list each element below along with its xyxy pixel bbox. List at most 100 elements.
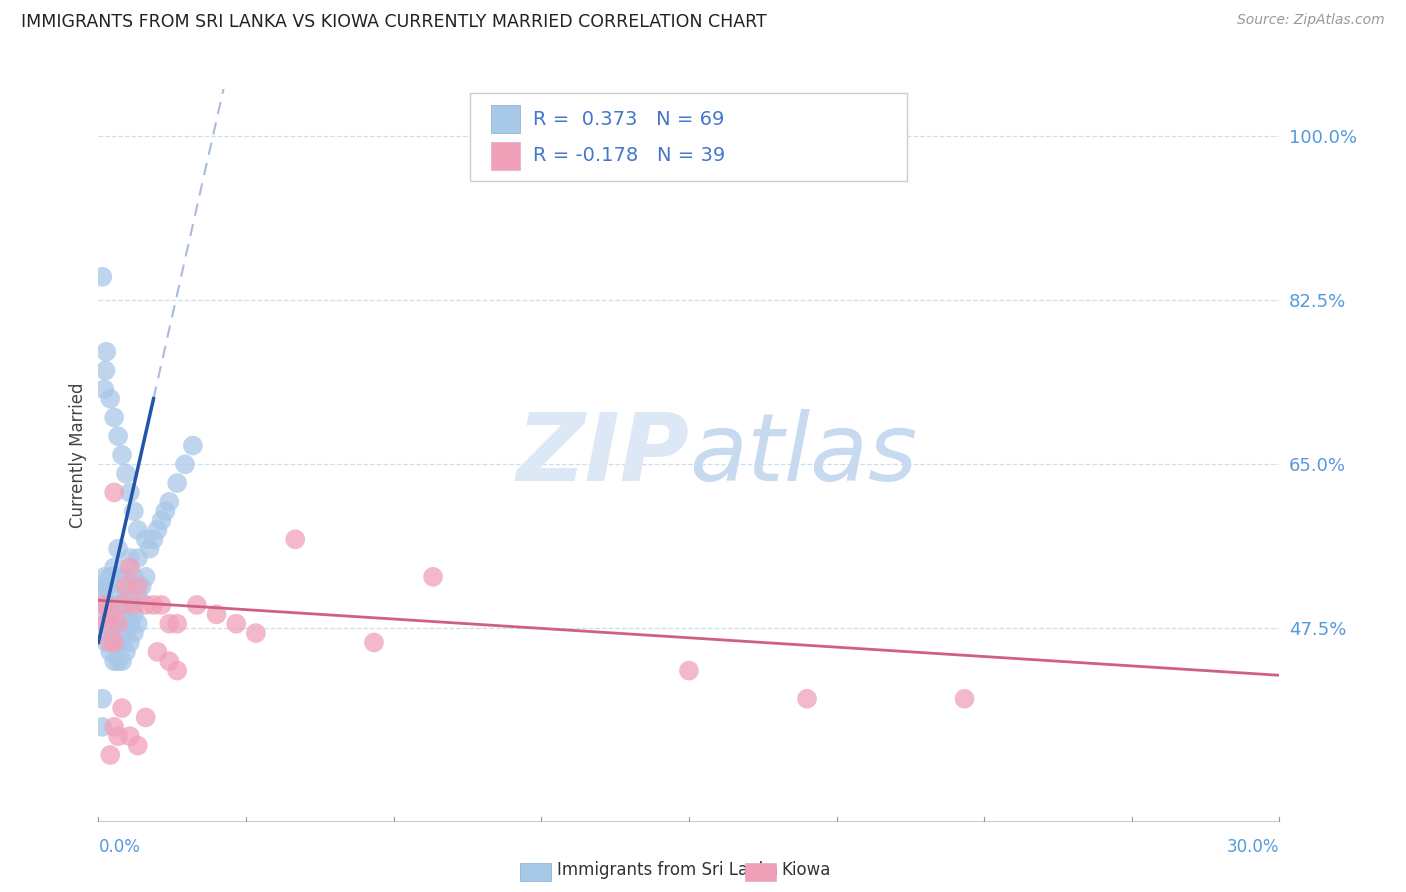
- Point: [678, 664, 700, 678]
- Point: [96, 598, 118, 612]
- Point: [103, 560, 125, 574]
- Point: [122, 607, 145, 622]
- Point: [118, 589, 141, 603]
- Point: [103, 589, 125, 603]
- Point: [115, 579, 138, 593]
- Point: [135, 533, 157, 547]
- Point: [122, 504, 145, 518]
- Point: [122, 598, 145, 612]
- Point: [91, 720, 114, 734]
- Point: [107, 616, 129, 631]
- Point: [111, 579, 134, 593]
- Point: [127, 616, 149, 631]
- Point: [363, 635, 385, 649]
- Point: [142, 598, 165, 612]
- Point: [107, 541, 129, 556]
- Text: atlas: atlas: [689, 409, 917, 500]
- Point: [422, 570, 444, 584]
- Point: [103, 635, 125, 649]
- Text: Kiowa: Kiowa: [782, 861, 831, 879]
- Point: [118, 616, 141, 631]
- Point: [93, 570, 115, 584]
- Point: [103, 616, 125, 631]
- Text: 0.0%: 0.0%: [98, 838, 141, 855]
- Point: [96, 579, 118, 593]
- Bar: [491, 142, 520, 169]
- Point: [96, 635, 118, 649]
- Point: [107, 616, 129, 631]
- Point: [97, 626, 120, 640]
- Point: [166, 616, 188, 631]
- Point: [155, 504, 177, 518]
- Point: [90, 579, 112, 593]
- Text: ZIP: ZIP: [516, 409, 689, 501]
- Point: [115, 598, 138, 612]
- Point: [107, 729, 129, 743]
- Point: [94, 363, 117, 377]
- Text: Source: ZipAtlas.com: Source: ZipAtlas.com: [1237, 13, 1385, 28]
- Point: [111, 448, 134, 462]
- Point: [245, 626, 267, 640]
- Point: [135, 710, 157, 724]
- Point: [150, 598, 173, 612]
- Point: [118, 551, 141, 566]
- Point: [107, 635, 129, 649]
- Text: Immigrants from Sri Lanka: Immigrants from Sri Lanka: [557, 861, 778, 879]
- Point: [111, 598, 134, 612]
- Point: [122, 570, 145, 584]
- Point: [127, 523, 149, 537]
- Point: [146, 645, 169, 659]
- Point: [166, 476, 188, 491]
- Point: [115, 467, 138, 481]
- Point: [205, 607, 228, 622]
- Point: [122, 626, 145, 640]
- Point: [111, 701, 134, 715]
- Point: [142, 533, 165, 547]
- Point: [115, 645, 138, 659]
- Point: [135, 570, 157, 584]
- Point: [157, 616, 180, 631]
- FancyBboxPatch shape: [471, 93, 907, 180]
- Y-axis label: Currently Married: Currently Married: [69, 382, 87, 528]
- Point: [118, 635, 141, 649]
- Point: [127, 579, 149, 593]
- Bar: [491, 105, 520, 133]
- Point: [284, 533, 307, 547]
- Point: [98, 570, 121, 584]
- Point: [135, 598, 157, 612]
- Point: [166, 664, 188, 678]
- Point: [127, 739, 149, 753]
- Point: [107, 598, 129, 612]
- Point: [111, 654, 134, 668]
- Point: [111, 607, 134, 622]
- Point: [118, 729, 141, 743]
- Point: [186, 598, 208, 612]
- Point: [138, 541, 160, 556]
- Point: [98, 392, 121, 406]
- Point: [115, 626, 138, 640]
- Point: [796, 691, 818, 706]
- Point: [96, 598, 118, 612]
- Point: [98, 635, 121, 649]
- Point: [103, 485, 125, 500]
- Point: [98, 747, 121, 762]
- Point: [150, 514, 173, 528]
- Point: [107, 429, 129, 443]
- Point: [103, 410, 125, 425]
- Point: [98, 607, 121, 622]
- Text: IMMIGRANTS FROM SRI LANKA VS KIOWA CURRENTLY MARRIED CORRELATION CHART: IMMIGRANTS FROM SRI LANKA VS KIOWA CURRE…: [21, 13, 766, 31]
- Point: [97, 598, 120, 612]
- Point: [91, 598, 114, 612]
- Point: [146, 523, 169, 537]
- Point: [103, 720, 125, 734]
- Point: [111, 635, 134, 649]
- Point: [98, 645, 121, 659]
- Point: [107, 570, 129, 584]
- Point: [157, 654, 180, 668]
- Point: [181, 438, 204, 452]
- Point: [98, 626, 121, 640]
- Text: 30.0%: 30.0%: [1227, 838, 1279, 855]
- Point: [96, 616, 118, 631]
- Point: [131, 579, 153, 593]
- Point: [103, 654, 125, 668]
